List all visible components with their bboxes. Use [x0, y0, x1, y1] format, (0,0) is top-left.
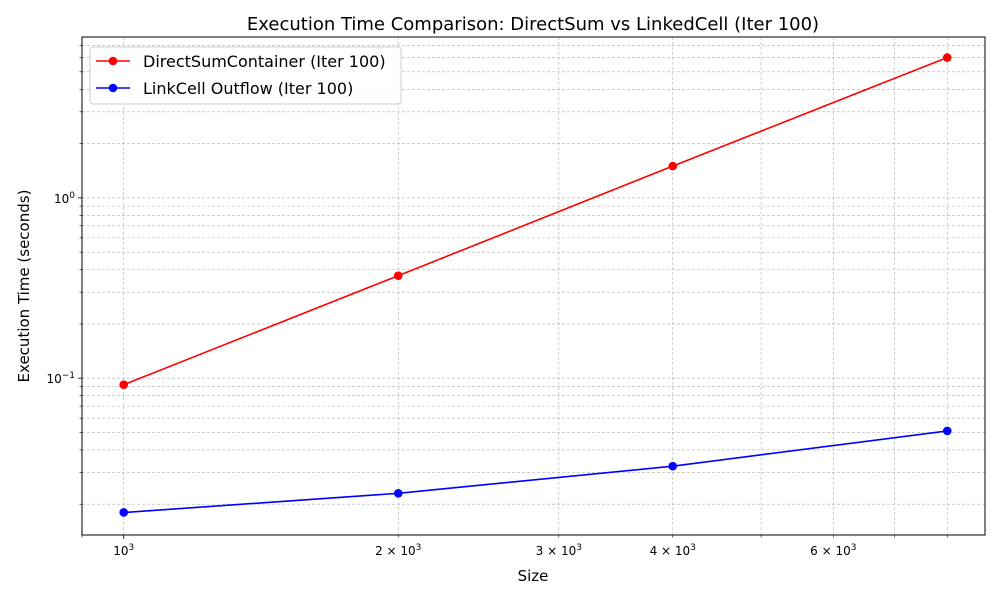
- data-point: [942, 426, 952, 436]
- series-line: [123, 56, 948, 386]
- x-tick-label: 6 × 103: [810, 543, 856, 558]
- data-point: [119, 508, 129, 517]
- legend: DirectSumContainer (Iter 100) LinkCell Ou…: [89, 46, 402, 105]
- data-point: [393, 271, 403, 281]
- legend-label: LinkCell Outflow (Iter 100): [143, 79, 353, 98]
- data-point: [942, 53, 952, 62]
- ticks: 103 2 × 103 3 × 103 4 × 103 6 × 103 10−1 100: [46, 45, 948, 558]
- x-tick-label: 103: [113, 543, 134, 558]
- data-point: [119, 380, 129, 390]
- series-line: [123, 430, 948, 514]
- plot-frame: [81, 36, 986, 536]
- grid: [81, 37, 985, 535]
- legend-box: [89, 46, 402, 105]
- x-axis-title: Size: [518, 567, 549, 585]
- series-1: [119, 53, 952, 390]
- legend-marker: [108, 56, 118, 66]
- data-point: [393, 488, 403, 498]
- data-point: [668, 161, 678, 171]
- chart-title: Execution Time Comparison: DirectSum vs …: [247, 14, 819, 35]
- legend-label: DirectSumContainer (Iter 100): [143, 52, 386, 71]
- x-tick-label: 4 × 103: [650, 543, 696, 558]
- data-point: [668, 461, 678, 471]
- x-tick-label: 2 × 103: [375, 543, 421, 558]
- y-axis-title: Execution Time (seconds): [15, 190, 33, 383]
- y-tick-label: 10−1: [46, 371, 75, 386]
- series-layer: [119, 53, 952, 517]
- y-tick-label: 100: [54, 191, 75, 206]
- series-2: [119, 426, 952, 517]
- legend-marker: [108, 83, 118, 93]
- x-tick-label: 3 × 103: [536, 543, 582, 558]
